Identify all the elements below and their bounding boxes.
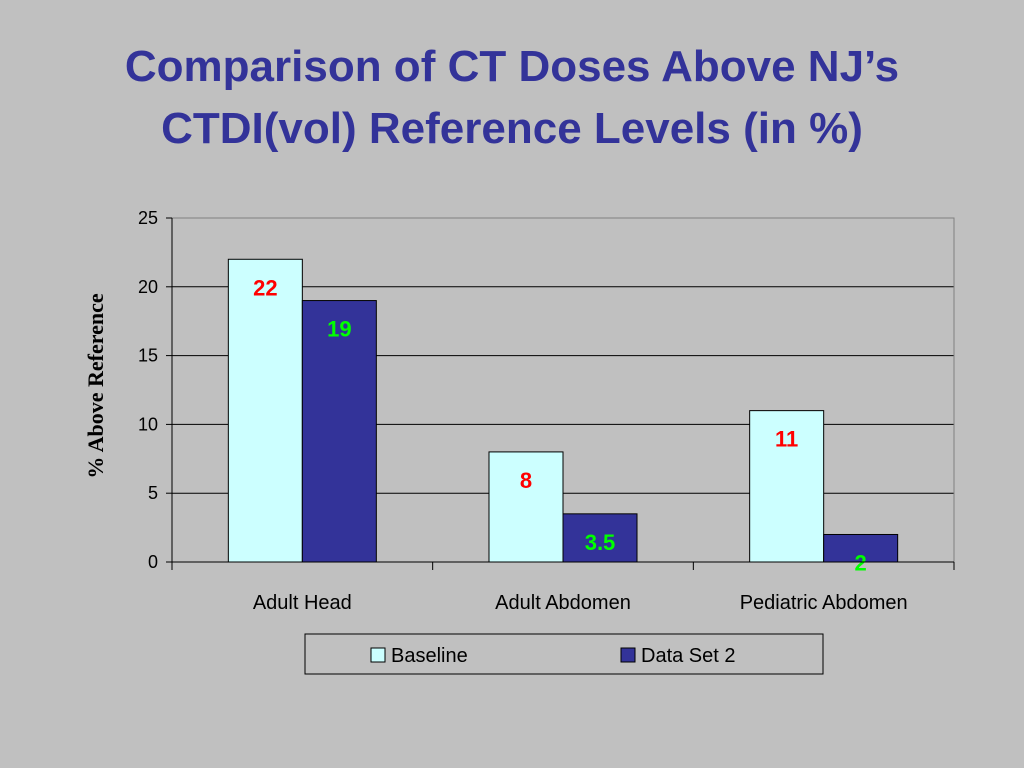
- page-title: Comparison of CT Doses Above NJ’s CTDI(v…: [0, 36, 1024, 160]
- bar-baseline: [749, 410, 825, 563]
- bars: 22 19 8 3.5 11 2: [227, 258, 899, 575]
- bar-baseline: [227, 258, 303, 563]
- y-tick-label: 25: [138, 208, 158, 228]
- bar-data-set-2: [562, 513, 638, 563]
- legend-label: Data Set 2: [641, 645, 736, 667]
- y-tick-label: 5: [148, 483, 158, 503]
- title-line-2: CTDI(vol) Reference Levels (in %): [161, 104, 863, 153]
- y-tick-label: 0: [148, 552, 158, 572]
- bar-data-set-2: [301, 300, 377, 563]
- x-category-label: Adult Head: [253, 592, 352, 614]
- x-category-label: Adult Abdomen: [495, 592, 631, 614]
- data-label: 19: [327, 317, 351, 342]
- data-label: 2: [855, 550, 867, 575]
- bar-baseline: [488, 451, 564, 563]
- y-axis-label: % Above Reference: [83, 293, 108, 479]
- y-tick-label: 15: [138, 346, 158, 366]
- data-label: 22: [253, 275, 277, 300]
- legend-box: [304, 633, 824, 675]
- y-tick-label: 10: [138, 414, 158, 434]
- data-label: 3.5: [585, 530, 616, 555]
- data-label: 11: [775, 427, 798, 452]
- legend-swatch: [370, 647, 386, 663]
- y-tick-label: 20: [138, 277, 158, 297]
- legend-swatch: [620, 647, 636, 663]
- title-line-1: Comparison of CT Doses Above NJ’s: [124, 42, 900, 91]
- legend: Baseline Data Set 2: [304, 633, 824, 675]
- legend-label: Baseline: [391, 645, 468, 667]
- x-category-label: Pediatric Abdomen: [740, 592, 908, 614]
- data-label: 8: [520, 468, 532, 493]
- bar-data-set-2: [823, 533, 899, 563]
- axes: 0 5 10 15 20 25 Adult Head Adult Abdomen Pediatr…: [138, 208, 955, 614]
